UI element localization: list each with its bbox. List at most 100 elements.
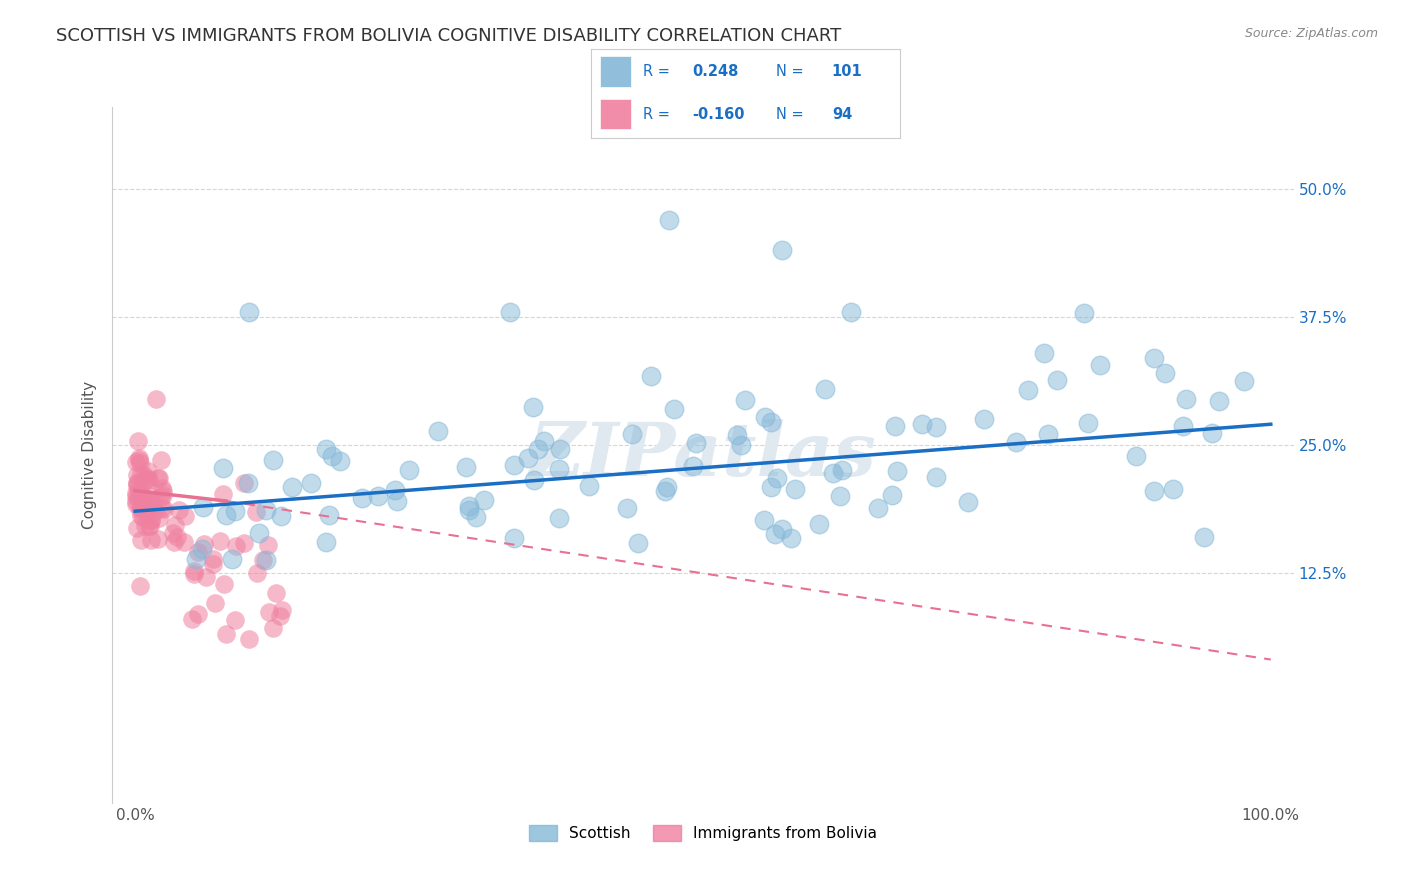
Point	[238, 476, 260, 491]
Point	[187, 545, 209, 559]
Point	[183, 565, 205, 579]
Point	[821, 466, 844, 480]
Point	[957, 495, 980, 509]
Point	[548, 442, 571, 456]
Point	[1208, 394, 1230, 409]
Point	[193, 537, 215, 551]
Point	[225, 539, 247, 553]
Text: -0.160: -0.160	[693, 107, 745, 121]
Point	[1194, 530, 1216, 544]
Point	[131, 488, 153, 502]
Point	[886, 464, 908, 478]
Point	[212, 460, 235, 475]
Point	[910, 417, 932, 431]
Point	[761, 480, 783, 494]
Point	[166, 530, 188, 544]
Point	[830, 489, 852, 503]
Point	[766, 471, 789, 485]
Point	[315, 534, 337, 549]
Point	[262, 452, 284, 467]
Point	[145, 392, 167, 406]
Point	[640, 369, 662, 384]
Point	[139, 489, 162, 503]
Point	[754, 409, 776, 424]
Point	[131, 489, 153, 503]
Point	[163, 518, 186, 533]
Point	[150, 481, 173, 495]
Point	[533, 434, 555, 448]
Point	[125, 485, 148, 500]
Point	[181, 612, 204, 626]
Point	[256, 538, 278, 552]
Point	[252, 553, 274, 567]
Point	[129, 501, 152, 516]
Point	[224, 504, 246, 518]
Point	[132, 510, 155, 524]
Point	[882, 488, 904, 502]
Point	[148, 471, 170, 485]
Point	[128, 457, 150, 471]
Point	[925, 420, 948, 434]
Point	[318, 508, 340, 522]
Point	[132, 468, 155, 483]
Point	[315, 442, 337, 456]
Point	[215, 627, 238, 641]
Text: N =: N =	[776, 107, 804, 121]
Point	[270, 603, 292, 617]
Point	[866, 501, 889, 516]
Point	[262, 621, 284, 635]
Point	[128, 450, 150, 465]
Point	[1032, 345, 1054, 359]
Point	[783, 483, 806, 497]
Point	[125, 493, 148, 508]
Text: ZIPatlas: ZIPatlas	[530, 418, 876, 491]
Point	[138, 519, 160, 533]
Point	[128, 484, 150, 499]
Point	[627, 535, 650, 549]
Point	[195, 570, 218, 584]
Point	[139, 519, 162, 533]
Point	[134, 518, 156, 533]
Point	[503, 531, 526, 545]
Point	[152, 501, 174, 516]
Point	[458, 502, 481, 516]
Point	[385, 494, 408, 508]
Point	[770, 522, 793, 536]
Point	[1161, 482, 1184, 496]
Point	[163, 534, 186, 549]
Point	[616, 501, 638, 516]
Point	[1077, 416, 1099, 430]
Point	[254, 503, 277, 517]
Point	[807, 517, 830, 532]
Point	[135, 506, 157, 520]
Point	[658, 212, 681, 227]
Point	[730, 438, 752, 452]
Point	[209, 533, 232, 548]
Point	[464, 509, 486, 524]
Point	[270, 508, 292, 523]
Point	[763, 526, 786, 541]
Y-axis label: Cognitive Disability: Cognitive Disability	[82, 381, 97, 529]
Point	[1154, 366, 1177, 380]
Point	[139, 493, 162, 508]
Point	[548, 511, 571, 525]
Point	[135, 492, 157, 507]
Point	[578, 478, 600, 492]
Point	[384, 483, 406, 498]
Text: R =: R =	[643, 64, 671, 78]
Point	[221, 552, 243, 566]
Point	[523, 473, 546, 487]
Point	[1088, 359, 1111, 373]
Point	[129, 467, 152, 482]
Point	[725, 428, 748, 442]
Point	[125, 521, 148, 535]
Point	[135, 504, 157, 518]
Point	[398, 463, 420, 477]
Point	[152, 488, 174, 502]
Point	[427, 424, 450, 438]
Point	[814, 382, 837, 396]
Point	[162, 526, 184, 541]
Point	[183, 566, 205, 581]
Point	[212, 576, 235, 591]
Point	[125, 476, 148, 491]
